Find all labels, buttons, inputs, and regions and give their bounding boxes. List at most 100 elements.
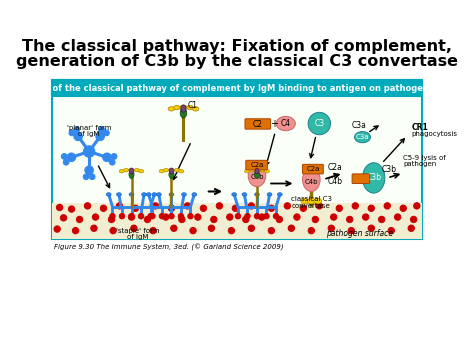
FancyBboxPatch shape	[246, 160, 267, 170]
Circle shape	[408, 225, 414, 231]
Ellipse shape	[267, 193, 272, 196]
Circle shape	[235, 213, 241, 219]
Ellipse shape	[363, 163, 385, 193]
Ellipse shape	[156, 193, 161, 196]
Ellipse shape	[245, 169, 250, 173]
Text: 'planar' form: 'planar' form	[67, 125, 111, 131]
Ellipse shape	[180, 108, 187, 118]
Ellipse shape	[255, 168, 260, 171]
Circle shape	[195, 214, 201, 220]
Ellipse shape	[169, 168, 173, 174]
Ellipse shape	[179, 169, 184, 173]
Circle shape	[110, 213, 115, 219]
Circle shape	[67, 153, 76, 162]
Circle shape	[138, 213, 144, 219]
Ellipse shape	[119, 169, 124, 173]
Ellipse shape	[169, 193, 174, 196]
Text: convertase: convertase	[292, 203, 331, 209]
Circle shape	[300, 205, 307, 212]
Circle shape	[168, 205, 174, 212]
Circle shape	[148, 213, 153, 219]
Circle shape	[102, 153, 111, 162]
Ellipse shape	[169, 170, 174, 179]
Circle shape	[150, 213, 155, 219]
Ellipse shape	[182, 193, 186, 196]
Circle shape	[388, 228, 394, 234]
Circle shape	[268, 228, 274, 234]
Circle shape	[100, 205, 107, 212]
Circle shape	[73, 228, 79, 234]
Text: generation of C3b by the classical C3 convertase: generation of C3b by the classical C3 co…	[16, 54, 458, 69]
Circle shape	[103, 130, 109, 136]
Circle shape	[128, 214, 135, 220]
Circle shape	[200, 205, 207, 212]
Circle shape	[248, 203, 255, 209]
Circle shape	[111, 154, 117, 159]
Ellipse shape	[307, 198, 315, 204]
Circle shape	[178, 213, 184, 219]
FancyBboxPatch shape	[352, 174, 370, 184]
Circle shape	[210, 216, 217, 223]
Circle shape	[245, 213, 250, 219]
Circle shape	[190, 228, 196, 234]
Text: Figure 9.30 The Immune System, 3ed. (© Garland Science 2009): Figure 9.30 The Immune System, 3ed. (© G…	[54, 244, 283, 251]
Ellipse shape	[146, 193, 151, 196]
Ellipse shape	[129, 168, 134, 174]
Text: C5-9 lysis of: C5-9 lysis of	[403, 155, 446, 161]
Circle shape	[188, 213, 193, 219]
Ellipse shape	[255, 168, 259, 174]
Circle shape	[400, 205, 406, 212]
Circle shape	[91, 225, 97, 231]
Ellipse shape	[117, 193, 121, 196]
Circle shape	[83, 146, 95, 157]
Circle shape	[259, 214, 265, 220]
Circle shape	[312, 216, 319, 223]
Circle shape	[328, 225, 335, 231]
Circle shape	[384, 203, 391, 209]
Circle shape	[131, 225, 137, 231]
Circle shape	[330, 214, 337, 220]
Circle shape	[264, 213, 269, 219]
Circle shape	[129, 213, 134, 219]
Text: C3b: C3b	[382, 165, 397, 174]
Ellipse shape	[106, 193, 111, 196]
Circle shape	[228, 228, 235, 234]
Text: +: +	[270, 119, 278, 129]
Ellipse shape	[260, 168, 265, 172]
Ellipse shape	[142, 193, 146, 196]
Text: C2: C2	[253, 120, 263, 129]
Ellipse shape	[255, 170, 260, 179]
Text: of IgM: of IgM	[79, 131, 100, 137]
Circle shape	[184, 203, 191, 209]
Text: phagocytosis: phagocytosis	[411, 131, 457, 137]
Ellipse shape	[302, 168, 320, 191]
Circle shape	[363, 214, 369, 220]
Ellipse shape	[181, 105, 186, 112]
Text: C4b: C4b	[328, 178, 342, 186]
Text: C2a: C2a	[306, 166, 319, 172]
Ellipse shape	[249, 168, 254, 172]
Circle shape	[83, 174, 89, 180]
Circle shape	[268, 205, 274, 212]
Circle shape	[410, 216, 417, 223]
Circle shape	[163, 214, 169, 220]
Circle shape	[84, 203, 91, 209]
Circle shape	[316, 203, 322, 209]
Circle shape	[69, 130, 75, 136]
Ellipse shape	[308, 113, 330, 135]
Text: pathogen: pathogen	[403, 161, 437, 167]
Bar	[52, 203, 422, 239]
Circle shape	[169, 213, 174, 219]
Ellipse shape	[129, 170, 134, 179]
Ellipse shape	[248, 164, 266, 187]
Circle shape	[179, 216, 185, 223]
Ellipse shape	[255, 193, 259, 196]
Circle shape	[284, 203, 291, 209]
Circle shape	[273, 213, 279, 219]
Text: The classical pathway: Fixation of complement,: The classical pathway: Fixation of compl…	[22, 39, 452, 54]
Ellipse shape	[164, 168, 169, 172]
Ellipse shape	[134, 168, 139, 172]
Bar	[52, 80, 422, 95]
Ellipse shape	[192, 193, 197, 196]
Circle shape	[109, 159, 115, 165]
